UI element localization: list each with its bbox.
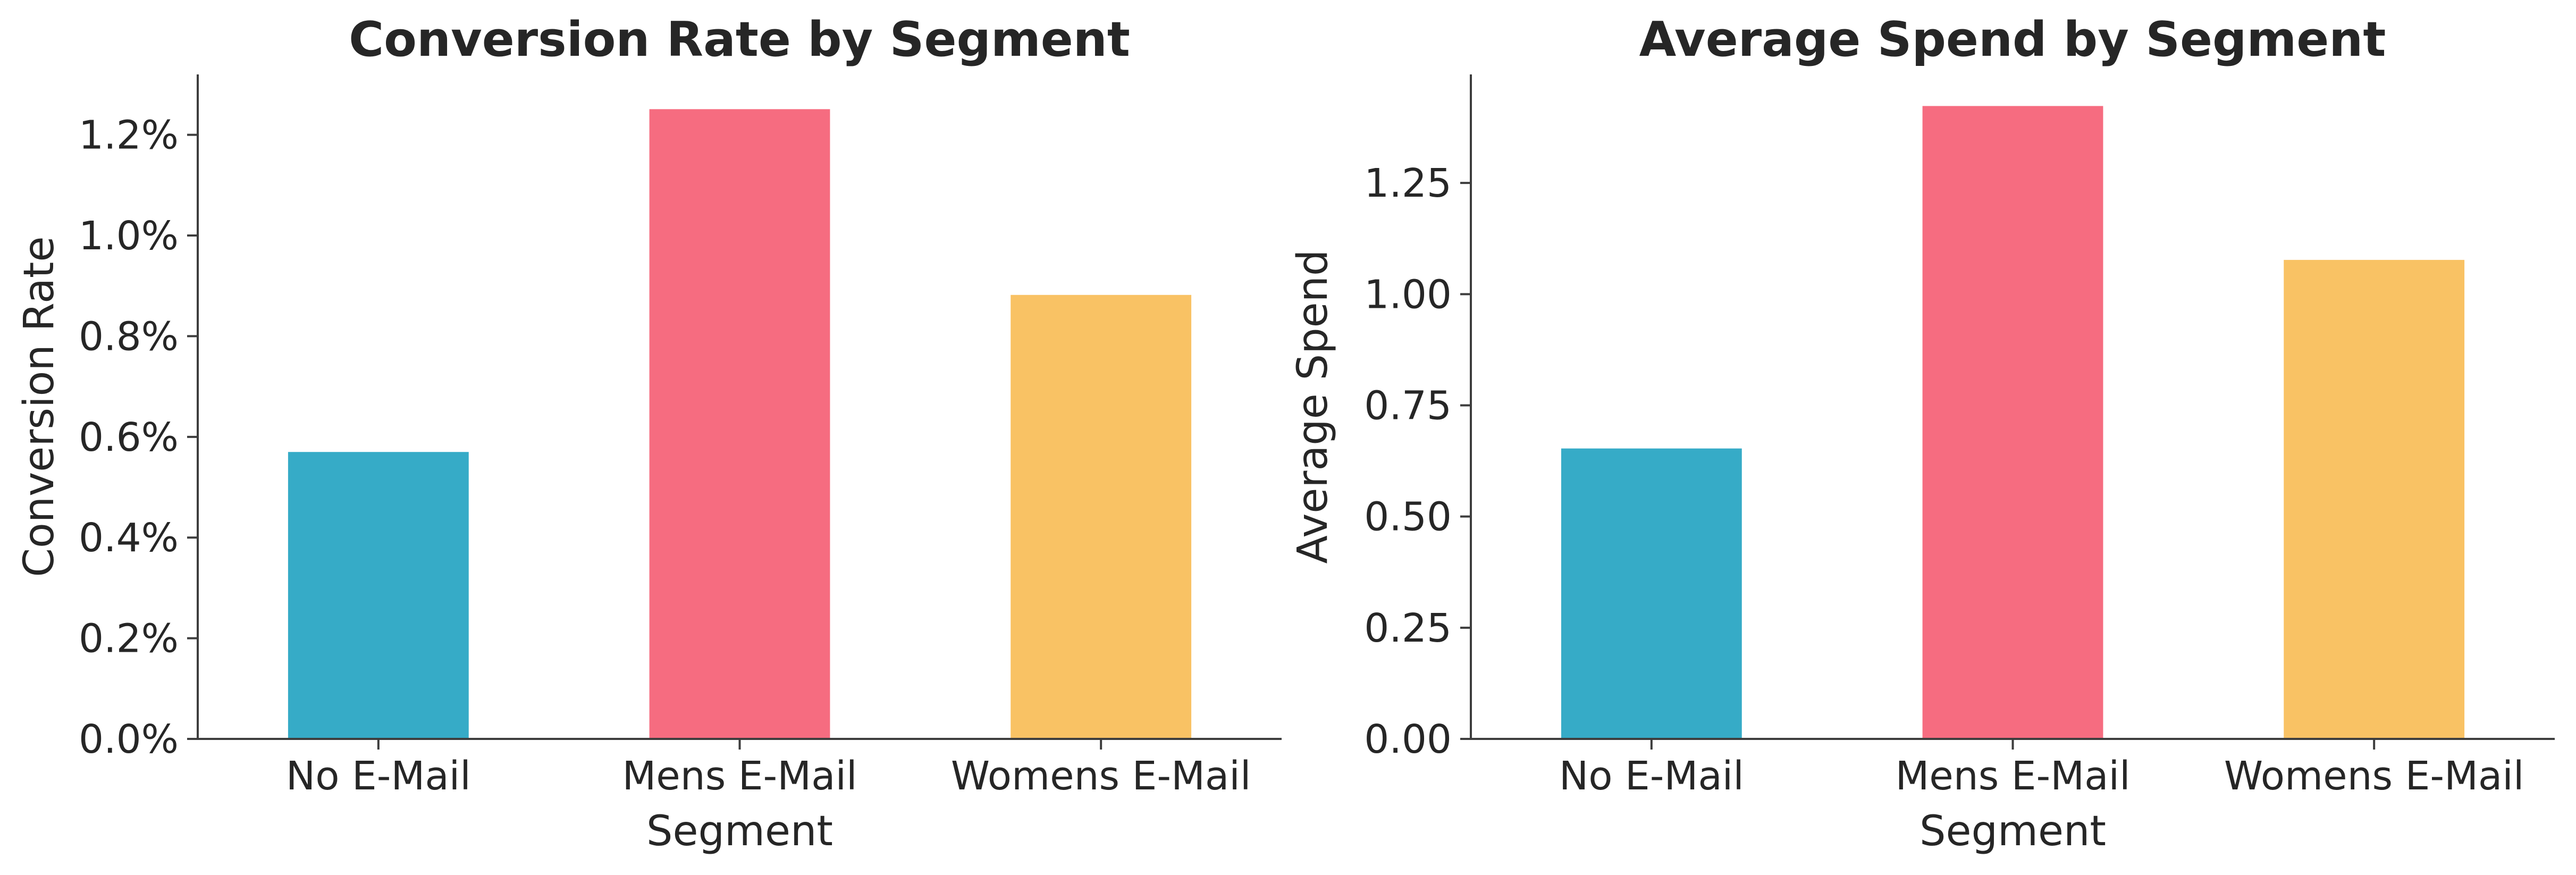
- y-tick-label: 1.2%: [79, 113, 179, 158]
- y-axis-label: Average Spend: [1289, 249, 1337, 563]
- x-tick-label: No E-Mail: [286, 753, 471, 799]
- y-tick-label: 0.2%: [79, 616, 179, 662]
- y-tick-label: 0.6%: [79, 415, 179, 460]
- x-tick-label: Womens E-Mail: [2224, 753, 2524, 799]
- bar-no-e-mail[interactable]: [288, 452, 469, 739]
- bar-mens-e-mail[interactable]: [1922, 106, 2103, 739]
- chart-title: Average Spend by Segment: [1639, 12, 2386, 68]
- y-tick-label: 1.0%: [79, 213, 179, 259]
- chart-title: Conversion Rate by Segment: [349, 12, 1130, 68]
- x-tick-label: Mens E-Mail: [1895, 753, 2130, 799]
- bar-mens-e-mail[interactable]: [649, 109, 830, 739]
- y-tick-label: 0.25: [1364, 605, 1452, 651]
- y-tick-label: 0.0%: [79, 717, 179, 762]
- y-tick-label: 0.8%: [79, 314, 179, 359]
- chart-panel-1: Conversion Rate by Segment Conversion Rat…: [15, 12, 1282, 855]
- x-tick-label: Womens E-Mail: [951, 753, 1251, 799]
- bar-no-e-mail[interactable]: [1561, 448, 1742, 739]
- x-axis-label: Segment: [646, 807, 833, 855]
- y-tick-label: 1.00: [1364, 272, 1452, 317]
- y-tick-label: 0.00: [1364, 717, 1452, 762]
- y-tick-label: 0.75: [1364, 383, 1452, 428]
- x-axis-label: Segment: [1920, 807, 2106, 855]
- y-tick-label: 0.50: [1364, 494, 1452, 540]
- x-tick-label: No E-Mail: [1559, 753, 1744, 799]
- chart-panel-2: Average Spend by Segment Average Spend Seg…: [1289, 12, 2555, 855]
- y-tick-label: 1.25: [1364, 161, 1452, 206]
- bar-womens-e-mail[interactable]: [2284, 259, 2465, 739]
- y-tick-label: 0.4%: [79, 515, 179, 561]
- x-tick-label: Mens E-Mail: [622, 753, 857, 799]
- y-axis-label: Conversion Rate: [15, 237, 63, 577]
- bar-womens-e-mail[interactable]: [1011, 295, 1192, 739]
